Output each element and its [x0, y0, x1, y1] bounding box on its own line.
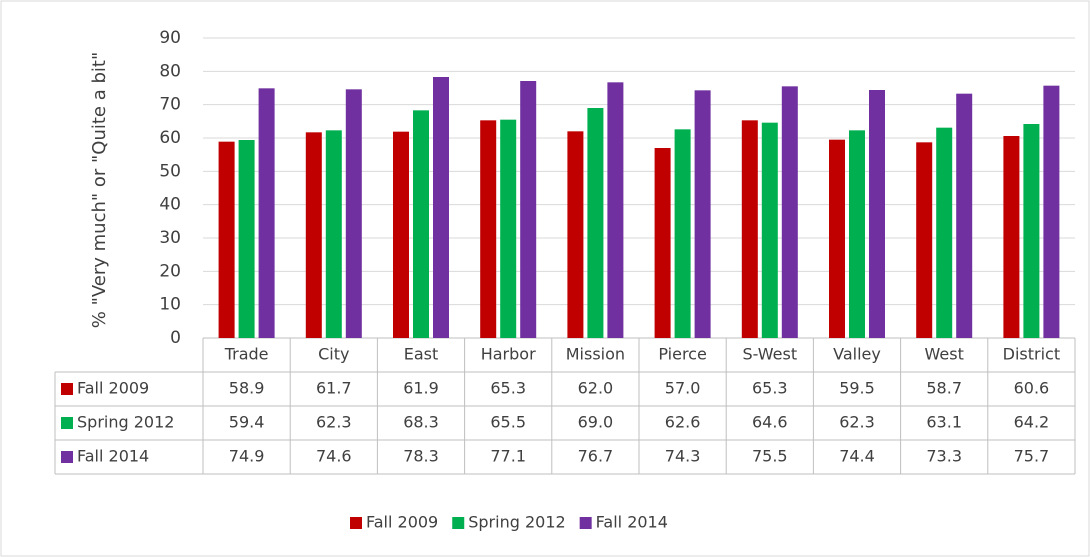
data-label: 77.1 [490, 447, 526, 466]
bar [433, 77, 449, 338]
data-label: 76.7 [578, 447, 614, 466]
y-tick-label: 60 [159, 128, 181, 148]
bar [567, 131, 584, 338]
data-label: 68.3 [403, 413, 439, 432]
bar [916, 142, 933, 338]
bar [829, 139, 845, 338]
y-tick-label: 80 [159, 61, 181, 81]
table-legend-key [61, 451, 73, 463]
y-tick-label: 70 [159, 95, 181, 115]
bar [1043, 85, 1060, 339]
y-tick-label: 50 [159, 161, 181, 181]
bar [741, 120, 758, 338]
bar [393, 131, 409, 338]
bar [520, 81, 537, 338]
x-tick-label: Trade [224, 345, 269, 364]
y-tick-label: 90 [159, 28, 181, 48]
bar [587, 108, 604, 338]
data-label: 75.5 [752, 447, 788, 466]
data-label: 74.9 [229, 447, 265, 466]
data-label: 60.6 [1014, 379, 1050, 398]
data-label: 62.3 [316, 413, 352, 432]
bar [305, 132, 322, 338]
data-label: 69.0 [578, 413, 614, 432]
legend-label: Fall 2009 [366, 513, 438, 532]
data-label: 58.7 [926, 379, 962, 398]
data-label: 65.3 [752, 379, 788, 398]
bar [413, 110, 429, 338]
x-tick-label: East [404, 345, 439, 364]
x-tick-label: Harbor [481, 345, 536, 364]
bar [849, 130, 865, 338]
bar [500, 119, 517, 339]
x-tick-label: Valley [833, 345, 881, 364]
y-tick-label: 30 [159, 228, 181, 248]
data-label: 58.9 [229, 379, 265, 398]
data-label: 74.3 [665, 447, 701, 466]
legend-key [350, 517, 362, 529]
data-label: 57.0 [665, 379, 701, 398]
bar [694, 90, 711, 338]
legend-label: Fall 2014 [596, 513, 668, 532]
data-label: 62.3 [839, 413, 875, 432]
table-series-name: Fall 2009 [77, 379, 149, 398]
data-label: 65.5 [490, 413, 526, 432]
data-label: 78.3 [403, 447, 439, 466]
data-label: 61.9 [403, 379, 439, 398]
y-tick-label: 20 [159, 261, 181, 281]
bar [761, 122, 778, 339]
bar [325, 130, 342, 338]
data-label: 61.7 [316, 379, 352, 398]
legend-label: Spring 2012 [468, 513, 565, 532]
bar [1023, 124, 1040, 338]
data-label: 73.3 [926, 447, 962, 466]
table-series-name: Fall 2014 [77, 447, 149, 466]
table-legend-key [61, 417, 73, 429]
y-tick-label: 40 [159, 195, 181, 215]
y-axis-title: % "Very much" or "Quite a bit" [89, 52, 110, 328]
bar [480, 120, 497, 338]
bar [869, 90, 885, 338]
bar [258, 88, 275, 338]
data-label: 59.4 [229, 413, 265, 432]
data-label: 64.2 [1014, 413, 1050, 432]
x-tick-label: Mission [566, 345, 625, 364]
x-tick-label: City [318, 345, 349, 364]
bar [238, 140, 255, 338]
bar [1003, 136, 1020, 338]
data-label: 74.4 [839, 447, 875, 466]
data-label: 64.6 [752, 413, 788, 432]
bar [654, 148, 671, 338]
bar [345, 89, 362, 338]
data-label: 62.0 [578, 379, 614, 398]
bar [936, 127, 953, 339]
data-label: 63.1 [926, 413, 962, 432]
table-series-name: Spring 2012 [77, 413, 174, 432]
x-tick-label: Pierce [658, 345, 706, 364]
legend-key [452, 517, 465, 529]
data-label: 74.6 [316, 447, 352, 466]
data-label: 65.3 [490, 379, 526, 398]
data-label: 62.6 [665, 413, 701, 432]
data-label: 75.7 [1014, 447, 1050, 466]
x-tick-label: S-West [742, 345, 797, 364]
bar [607, 82, 624, 338]
x-tick-label: District [1003, 345, 1060, 364]
bar [674, 129, 691, 338]
legend-key [579, 517, 592, 529]
y-tick-label: 0 [170, 328, 181, 348]
table-legend-key [61, 383, 73, 395]
bar [781, 86, 798, 338]
bar [956, 93, 973, 339]
y-tick-label: 10 [159, 295, 181, 315]
data-label: 59.5 [839, 379, 875, 398]
bar [218, 141, 235, 338]
x-tick-label: West [925, 345, 964, 364]
